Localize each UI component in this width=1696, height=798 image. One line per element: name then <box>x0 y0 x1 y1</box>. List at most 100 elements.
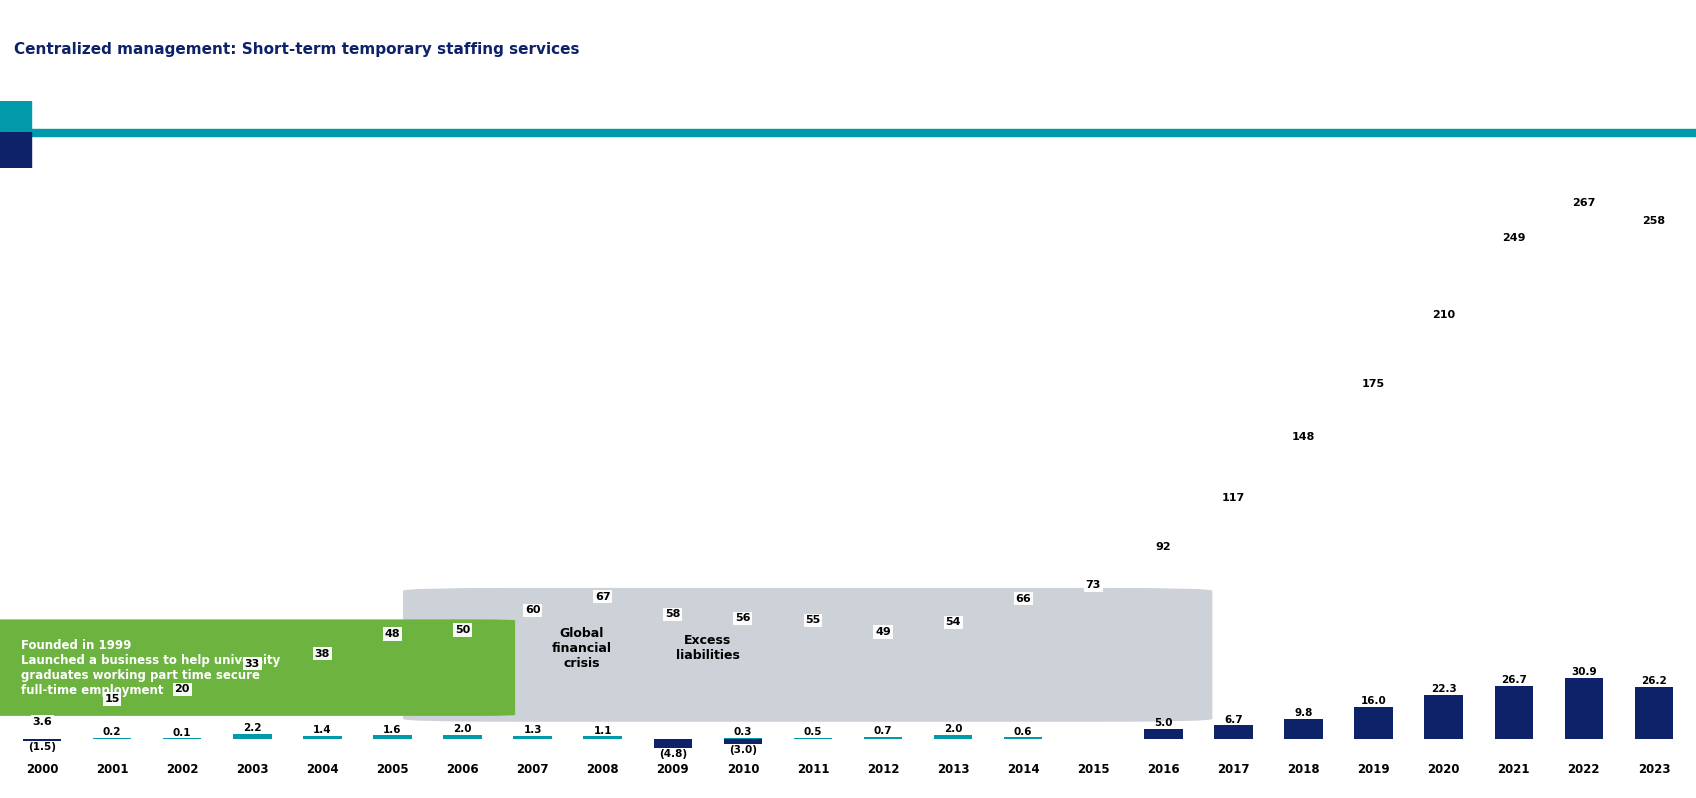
Text: 2.0: 2.0 <box>945 724 962 734</box>
Text: 49: 49 <box>875 627 890 637</box>
Bar <box>514 736 551 738</box>
Text: 2019: 2019 <box>1357 763 1391 776</box>
Bar <box>232 734 271 738</box>
Bar <box>724 738 762 745</box>
Text: 267: 267 <box>1572 198 1596 208</box>
Bar <box>1565 678 1603 738</box>
Text: 26.7: 26.7 <box>1501 675 1526 685</box>
Text: 2022: 2022 <box>1567 763 1599 776</box>
Text: 58: 58 <box>665 610 680 619</box>
Text: 3.6: 3.6 <box>32 717 53 726</box>
Text: 38: 38 <box>315 649 331 659</box>
Text: 15: 15 <box>105 694 120 704</box>
Text: 2002: 2002 <box>166 763 198 776</box>
Bar <box>1145 729 1182 738</box>
Text: 2006: 2006 <box>446 763 478 776</box>
Text: 73: 73 <box>1085 580 1101 590</box>
Text: 2007: 2007 <box>516 763 550 776</box>
Text: 210: 210 <box>1431 310 1455 320</box>
Bar <box>1494 686 1533 738</box>
Text: 1.3: 1.3 <box>524 725 543 735</box>
Text: 2020: 2020 <box>1428 763 1460 776</box>
Text: 2013: 2013 <box>936 763 970 776</box>
Text: 2010: 2010 <box>726 763 760 776</box>
Bar <box>863 737 902 738</box>
Text: 22.3: 22.3 <box>1431 684 1457 693</box>
Text: 258: 258 <box>1642 215 1665 226</box>
Text: 16.0: 16.0 <box>1360 696 1387 706</box>
Text: (3.0): (3.0) <box>729 745 756 756</box>
Text: 2.2: 2.2 <box>243 724 261 733</box>
Text: 1.6: 1.6 <box>383 725 402 735</box>
Bar <box>583 737 622 738</box>
Text: 92: 92 <box>1155 543 1172 552</box>
Text: 2017: 2017 <box>1218 763 1250 776</box>
Bar <box>1355 707 1392 738</box>
Bar <box>934 735 972 738</box>
Text: 2008: 2008 <box>587 763 619 776</box>
Bar <box>794 737 833 738</box>
Bar <box>653 738 692 748</box>
Text: (1.5): (1.5) <box>29 742 56 753</box>
Text: 1.4: 1.4 <box>314 725 332 735</box>
Text: 55: 55 <box>806 615 821 626</box>
Text: 67: 67 <box>595 591 611 602</box>
FancyBboxPatch shape <box>0 619 516 716</box>
Text: 54: 54 <box>945 618 962 627</box>
Text: 0.5: 0.5 <box>804 727 823 737</box>
Text: Founded in 1999
Launched a business to help university
graduates working part ti: Founded in 1999 Launched a business to h… <box>20 638 280 697</box>
Text: 0.1: 0.1 <box>173 728 192 737</box>
Bar <box>1214 725 1253 738</box>
Text: 2000: 2000 <box>25 763 58 776</box>
Text: 0.2: 0.2 <box>103 727 122 737</box>
Text: 249: 249 <box>1503 233 1525 243</box>
Polygon shape <box>0 0 661 100</box>
Bar <box>22 738 61 741</box>
Bar <box>1425 694 1464 738</box>
Text: 2023: 2023 <box>1638 763 1671 776</box>
Bar <box>0 128 1696 136</box>
Text: 66: 66 <box>1016 594 1031 603</box>
Text: 0.3: 0.3 <box>734 727 751 737</box>
Text: Centralized management: Short-term temporary staffing services: Centralized management: Short-term tempo… <box>14 42 580 57</box>
Text: 48: 48 <box>385 629 400 639</box>
Text: 5.0: 5.0 <box>1153 718 1172 728</box>
Bar <box>0 132 31 168</box>
Text: 2014: 2014 <box>1007 763 1040 776</box>
Text: 1.1: 1.1 <box>594 725 612 736</box>
Text: Portfolio management: Social businesses: Portfolio management: Social businesses <box>994 41 1381 59</box>
Text: 0.6: 0.6 <box>1014 726 1033 737</box>
Bar <box>304 736 341 738</box>
Text: 117: 117 <box>1221 493 1245 504</box>
FancyBboxPatch shape <box>404 588 1213 721</box>
Text: 175: 175 <box>1362 379 1386 389</box>
Text: 2003: 2003 <box>236 763 268 776</box>
Text: 50: 50 <box>455 625 470 635</box>
Bar <box>1284 719 1323 738</box>
Text: 26.2: 26.2 <box>1642 676 1667 686</box>
Bar <box>443 735 482 738</box>
Text: (4.8): (4.8) <box>658 749 687 759</box>
Text: 20: 20 <box>175 684 190 694</box>
Text: 2011: 2011 <box>797 763 829 776</box>
Text: 2016: 2016 <box>1146 763 1180 776</box>
Text: 30.9: 30.9 <box>1570 667 1596 677</box>
Text: Excess
liabilities: Excess liabilities <box>677 634 739 662</box>
Text: 2005: 2005 <box>377 763 409 776</box>
Text: 9.8: 9.8 <box>1294 709 1313 718</box>
Text: 148: 148 <box>1292 433 1314 442</box>
Bar <box>373 736 412 738</box>
Bar <box>1635 687 1674 738</box>
Text: 2.0: 2.0 <box>453 724 471 734</box>
Text: 33: 33 <box>244 658 259 669</box>
Bar <box>0 101 31 132</box>
Text: 56: 56 <box>734 614 751 623</box>
Text: 2009: 2009 <box>656 763 689 776</box>
Text: 2001: 2001 <box>97 763 129 776</box>
Text: 2012: 2012 <box>867 763 899 776</box>
Bar <box>1004 737 1043 738</box>
Text: 60: 60 <box>524 606 541 615</box>
Text: 2018: 2018 <box>1287 763 1319 776</box>
Text: Global
financial
crisis: Global financial crisis <box>551 627 612 670</box>
Text: 6.7: 6.7 <box>1225 714 1243 725</box>
